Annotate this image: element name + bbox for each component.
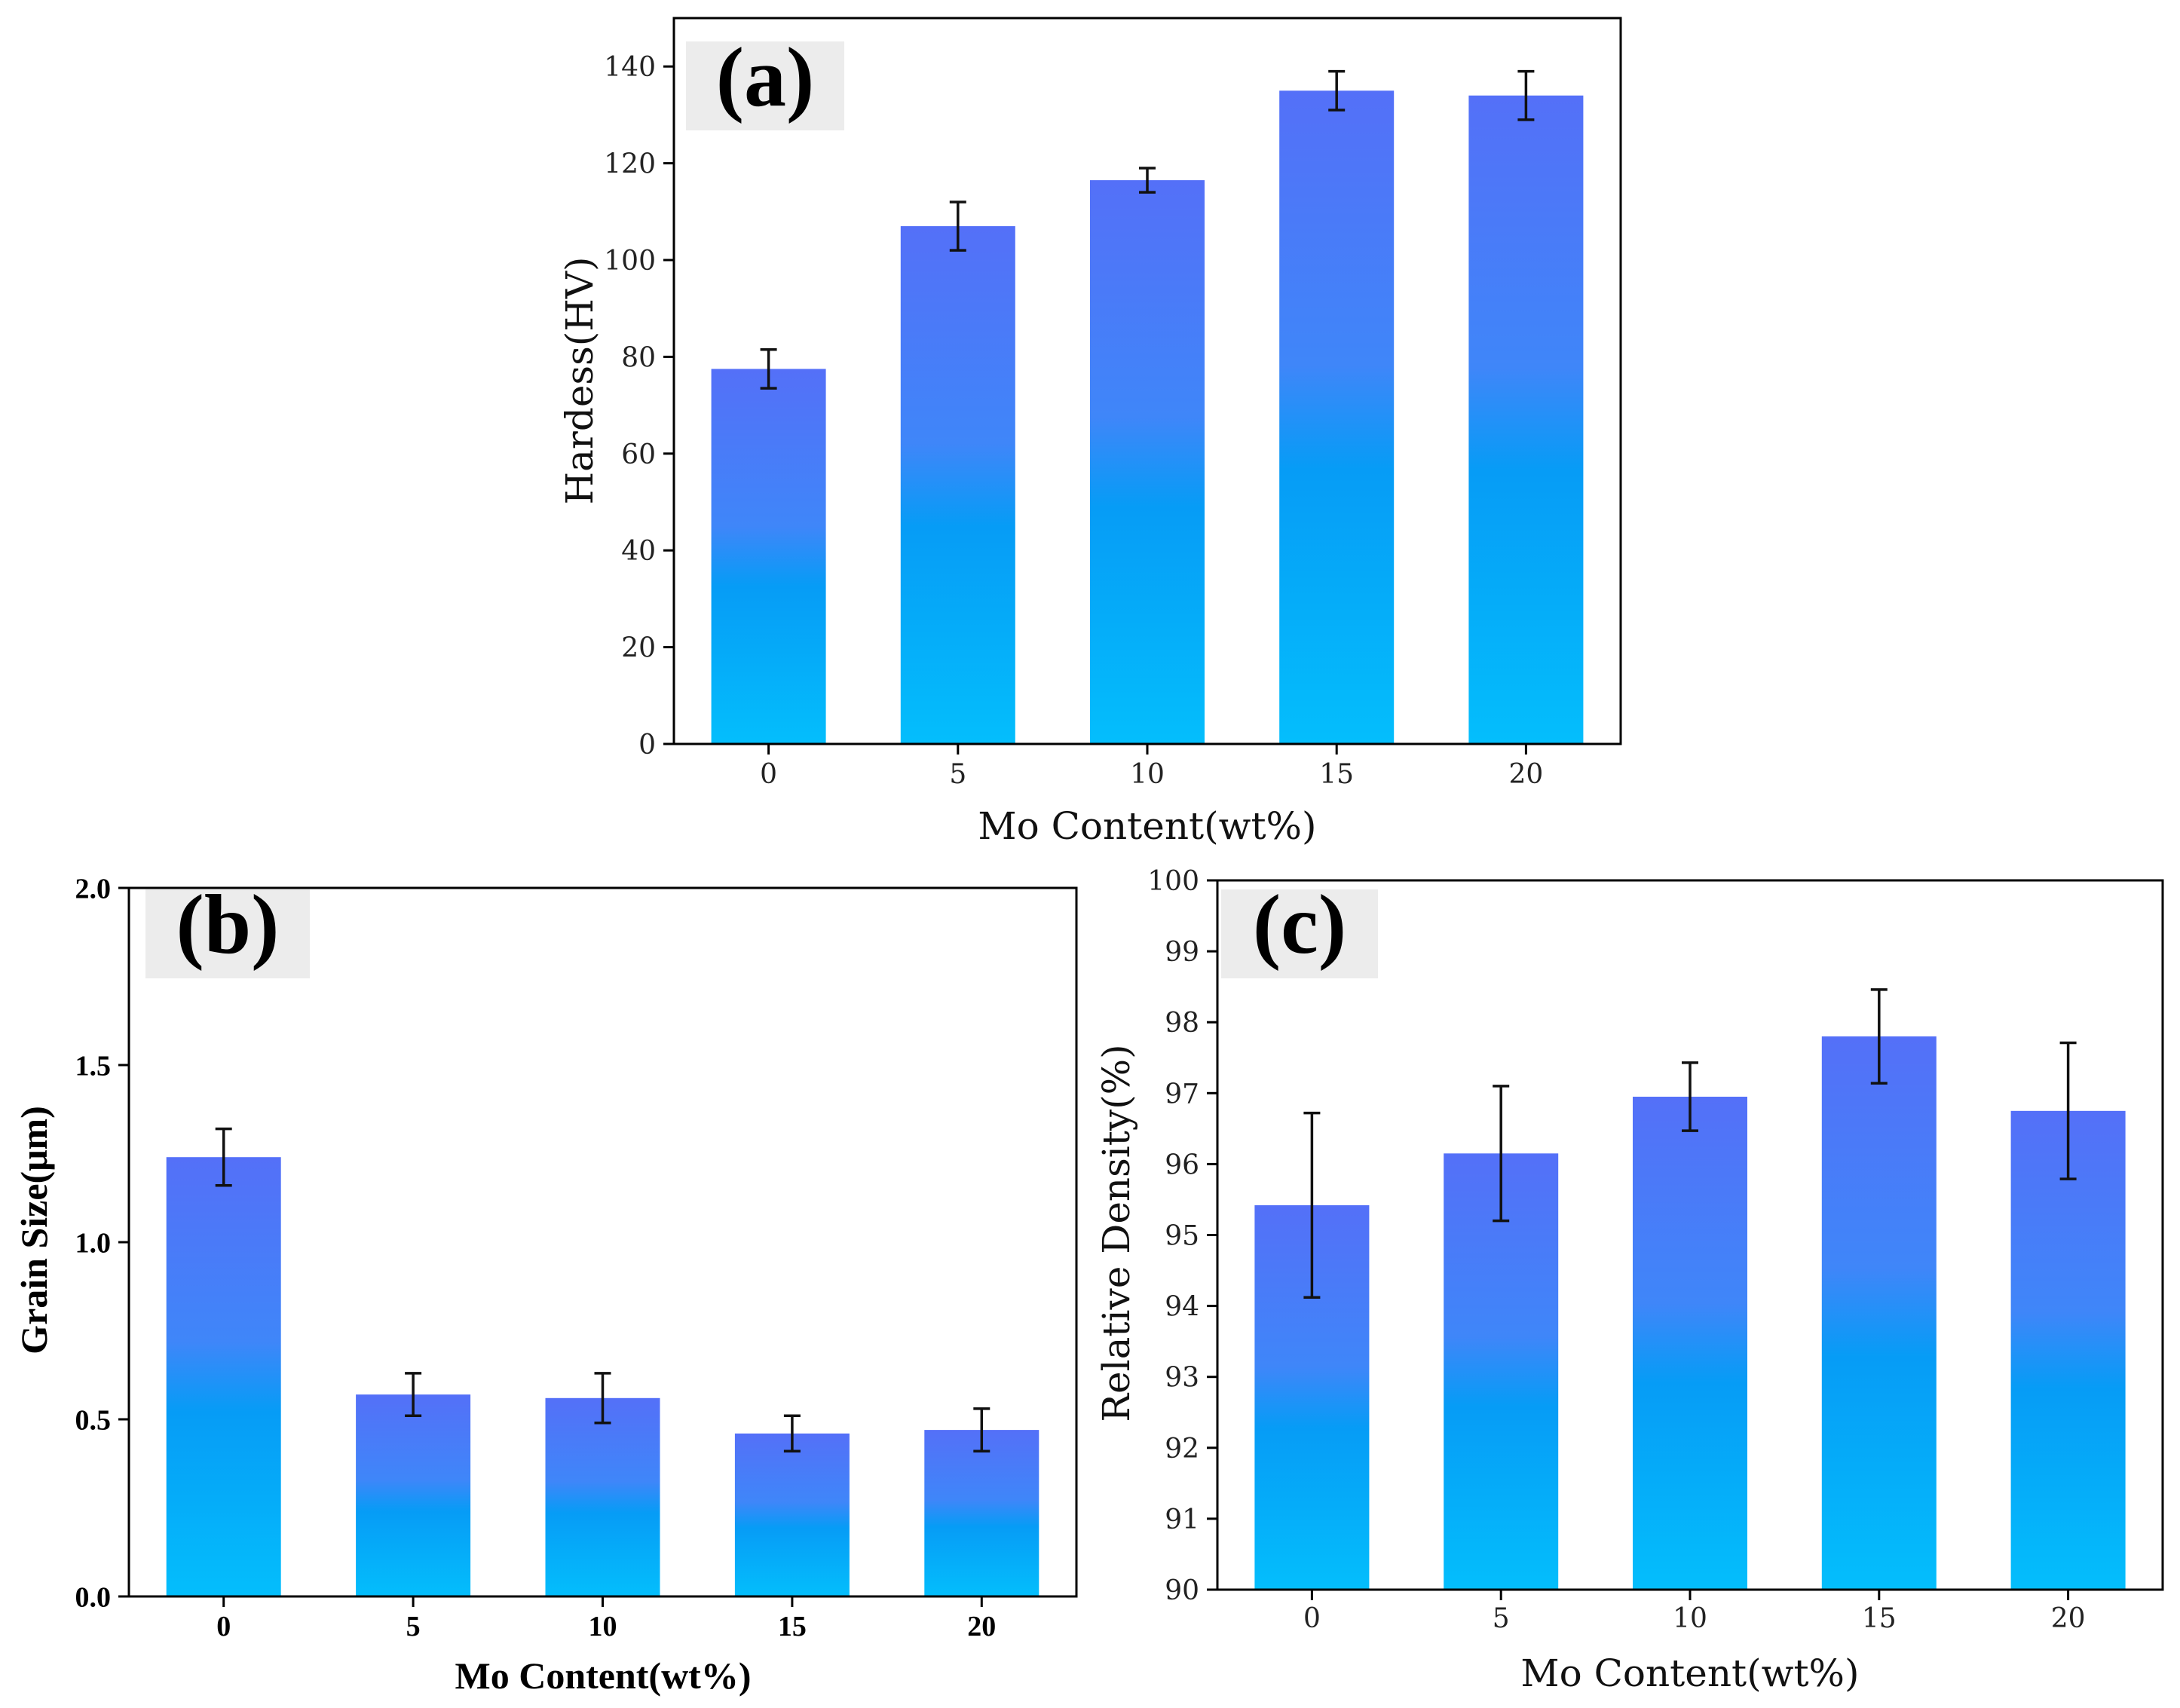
y-tick-label: 100 [1147,866,1199,897]
y-axis-ticks: 90 91 92 93 94 95 96 97 98 99 100 [1147,866,1217,1606]
bar-20 [2010,1110,2126,1590]
y-tick-label: 0 [638,730,656,761]
y-tick-label: 120 [604,149,656,180]
error-bar-15 [783,1414,801,1453]
y-tick-label: 40 [621,536,656,567]
y-axis-ticks: 0 20 40 60 80 100 120 140 [604,52,674,761]
x-tick-label: 20 [1508,759,1543,790]
error-bar-20 [973,1407,990,1453]
bar-5 [900,226,1015,744]
y-tick-label: 90 [1165,1575,1199,1606]
bars-group [1254,1036,2126,1590]
grain-size-chart-panel: (b) 0.0 0.5 1.0 1.5 2.0 0 5 10 15 20 Mo Content(… [13,874,1078,1697]
x-tick-label: 10 [1673,1603,1707,1634]
x-tick-label: 20 [2051,1603,2086,1634]
error-bar-0 [1303,1111,1321,1299]
y-axis-ticks: 0.0 0.5 1.0 1.5 2.0 [75,874,129,1614]
y-tick-label: 100 [604,246,656,277]
y-tick-label: 0.5 [75,1405,112,1437]
error-bar-10 [1139,167,1156,194]
x-axis-ticks: 0 5 10 15 20 [216,1596,996,1642]
error-bars-group [760,69,1535,390]
x-tick-label: 5 [949,759,966,790]
x-tick-label: 15 [1319,759,1354,790]
x-axis-title: Mo Content(wt%) [455,1654,752,1697]
y-tick-label: 20 [621,633,656,664]
error-bar-0 [215,1127,232,1187]
bar-0 [711,369,826,744]
x-axis-ticks: 0 5 10 15 20 [1303,1590,2086,1634]
y-axis-title: Grain Size(μm) [13,1106,55,1354]
y-tick-label: 0.0 [75,1582,112,1614]
error-bars-group [1303,988,2077,1299]
y-tick-label: 95 [1165,1220,1199,1251]
error-bar-20 [2059,1041,2077,1180]
y-tick-label: 97 [1165,1079,1199,1110]
y-tick-label: 93 [1165,1363,1199,1394]
bar-10 [1090,180,1205,744]
relative-density-chart-panel: (c) 90 91 92 93 94 95 96 97 98 99 100 0 5 10 15 20 Mo … [1095,866,2164,1695]
x-tick-label: 15 [778,1611,807,1642]
bar-20 [1468,95,1584,745]
error-bar-20 [1517,69,1535,121]
y-tick-label: 1.5 [75,1051,112,1082]
error-bar-15 [1870,988,1888,1085]
y-tick-label: 94 [1165,1292,1199,1323]
y-tick-label: 98 [1165,1008,1199,1039]
x-tick-label: 15 [1862,1603,1897,1634]
bar-5 [1444,1153,1559,1590]
x-tick-label: 0 [1303,1603,1321,1634]
x-tick-label: 10 [1130,759,1165,790]
error-bar-5 [949,200,966,252]
y-axis-title: Hardess(HV) [558,257,602,505]
error-bars-group [215,1127,990,1453]
x-axis-title: Mo Content(wt%) [1520,1651,1859,1695]
y-tick-label: 96 [1165,1149,1199,1180]
error-bar-10 [594,1372,611,1425]
x-tick-label: 10 [589,1611,617,1642]
x-axis-ticks: 0 5 10 15 20 [760,744,1543,790]
error-bar-5 [405,1372,422,1418]
y-tick-label: 60 [621,439,656,470]
bar-0 [166,1157,281,1596]
bar-15 [1279,90,1395,745]
y-axis-title: Relative Density(%) [1095,1044,1138,1422]
error-bar-0 [760,348,777,390]
error-bar-10 [1682,1061,1698,1132]
bar-10 [1633,1097,1747,1590]
bars-group [166,1157,1039,1596]
panel-label-background [1221,889,1378,978]
x-tick-label: 5 [1493,1603,1510,1634]
x-tick-label: 5 [406,1611,421,1642]
error-bar-5 [1493,1085,1510,1223]
error-bar-15 [1328,69,1346,112]
y-tick-label: 99 [1165,937,1199,968]
panel-label: (b) [176,878,280,972]
bars-group [711,90,1584,745]
x-axis-title: Mo Content(wt%) [978,804,1316,848]
bar-5 [356,1394,471,1596]
y-tick-label: 2.0 [75,874,112,905]
y-tick-label: 1.0 [75,1228,112,1260]
hardness-chart-panel: (a) 0 20 40 60 80 100 120 140 0 5 10 15 20 Mo Conte… [558,17,1622,848]
bar-10 [545,1397,660,1596]
y-tick-label: 140 [604,52,656,83]
y-tick-label: 91 [1165,1504,1199,1535]
bar-15 [1821,1036,1937,1590]
panel-label-background [145,889,310,978]
panel-label-background [686,41,844,130]
bar-15 [734,1433,850,1596]
x-tick-label: 20 [967,1611,996,1642]
y-tick-label: 92 [1165,1434,1199,1465]
x-tick-label: 0 [216,1611,231,1642]
y-tick-label: 80 [621,342,656,373]
panel-label: (a) [716,31,815,124]
bar-20 [924,1430,1039,1596]
x-tick-label: 0 [760,759,777,790]
panel-label: (c) [1253,878,1346,972]
